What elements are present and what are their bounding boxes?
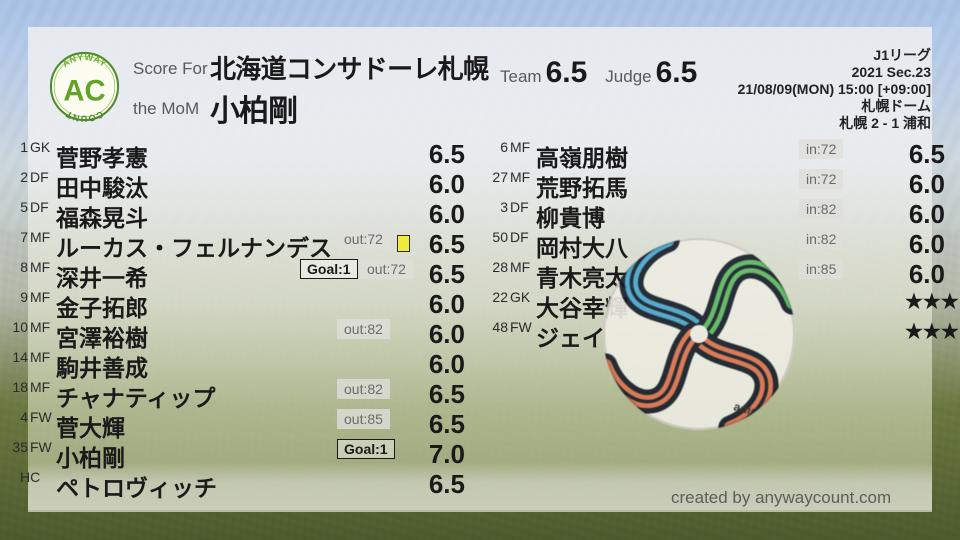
svg-text:AC: AC (63, 75, 105, 107)
